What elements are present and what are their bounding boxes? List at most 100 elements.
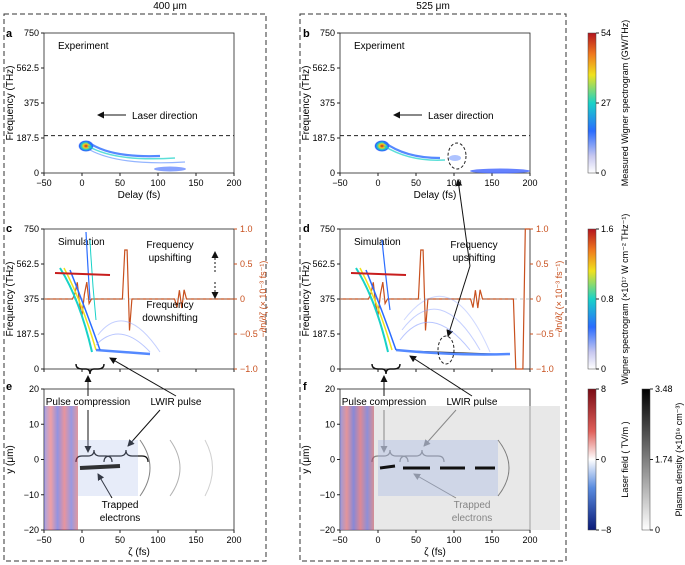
colorbar-tick-label: 8 xyxy=(601,384,606,394)
y-tick-label: 0 xyxy=(330,455,335,465)
y2-tick-label: −0.5 xyxy=(240,329,258,339)
colorbar-tick-label: 27 xyxy=(601,98,611,108)
y-tick-label: 562.5 xyxy=(312,63,335,73)
y-tick-label: −10 xyxy=(24,490,39,500)
y-tick-label: 187.5 xyxy=(312,329,335,339)
panel-inner-label: Experiment xyxy=(58,41,109,52)
y-tick-label: 375 xyxy=(320,294,335,304)
panel-d-highlight-ellipse xyxy=(437,335,455,365)
annotation-pulse-compression: Pulse compression xyxy=(342,397,426,408)
x-tick-label: −50 xyxy=(36,178,51,188)
colorbar-tick-label: 3.48 xyxy=(655,384,673,394)
y-tick-label: 20 xyxy=(29,384,39,394)
x-axis-label: Delay (fs) xyxy=(414,190,457,201)
annotation-lwir-pulse: LWIR pulse xyxy=(447,397,498,408)
y-tick-label: 187.5 xyxy=(312,133,335,143)
y2-tick-label: 1.0 xyxy=(240,224,253,234)
x-tick-label: 100 xyxy=(446,535,461,545)
y-axis-label: Frequency (THz) xyxy=(5,261,16,336)
panel-f-fields xyxy=(340,406,560,530)
x-tick-label: −50 xyxy=(332,178,347,188)
panel-b-highlight-ellipse xyxy=(447,142,467,170)
panel-a-spectrogram xyxy=(78,140,186,172)
x-tick-label: 200 xyxy=(522,178,537,188)
y2-tick-label: −1.0 xyxy=(240,364,258,374)
linking-arrows xyxy=(75,355,473,397)
panel-letter-e: e xyxy=(6,381,12,393)
colorbar-laser: 8 0 −8 Laser field ( TV/m ) xyxy=(587,384,630,535)
y-tick-label: 0 xyxy=(34,168,39,178)
y-tick-label: 375 xyxy=(320,98,335,108)
panel-e-fields xyxy=(44,406,213,530)
panel-d: 0 187.5 375 562.5 750 Frequency (THz) Simulati… xyxy=(301,179,564,374)
annotation-frequency-up-1: Frequency xyxy=(146,240,193,251)
colorbar-plasma: 3.48 1.74 0 Plasma density (×10¹⁹ cm⁻³) xyxy=(641,384,684,535)
panel-b-frame xyxy=(339,32,531,174)
colorbar-tick-label: 0 xyxy=(601,364,606,374)
c-brace xyxy=(75,363,105,375)
x-tick-label: 0 xyxy=(79,178,84,188)
x-tick-label: 0 xyxy=(375,535,380,545)
lwir-arrow xyxy=(127,409,161,447)
y-tick-label: 187.5 xyxy=(16,133,39,143)
colorbar-tick-label: −8 xyxy=(601,525,611,535)
trapped-arrow xyxy=(97,473,113,499)
laser-direction-label: Laser direction xyxy=(132,111,198,122)
y2-tick-label: −1.0 xyxy=(536,364,554,374)
y-tick-label: 562.5 xyxy=(16,63,39,73)
x-tick-label: 50 xyxy=(411,535,421,545)
panel-letter-a: a xyxy=(6,28,13,40)
panel-a-frame xyxy=(43,32,235,174)
y2-tick-label: 0 xyxy=(536,294,541,304)
d-brace xyxy=(371,363,401,375)
annotation-frequency-up-1: Frequency xyxy=(450,240,497,251)
y2-axis-label: −∂n/∂ζ (× 10⁻³ fs⁻¹) xyxy=(554,261,564,338)
colorbar-tick-label: 1.6 xyxy=(601,224,614,234)
y-tick-label: −10 xyxy=(320,490,335,500)
x-tick-label: 200 xyxy=(226,535,241,545)
dashed-box-right xyxy=(299,13,567,562)
y2-tick-label: 1.0 xyxy=(536,224,549,234)
y-tick-label: 0 xyxy=(330,364,335,374)
x-tick-label: 50 xyxy=(411,178,421,188)
y-tick-label: 20 xyxy=(325,384,335,394)
y-tick-label: 562.5 xyxy=(312,259,335,269)
annotation-frequency-down-2: downshifting xyxy=(142,313,198,324)
y-tick-label: 0 xyxy=(34,364,39,374)
x-tick-label: 50 xyxy=(115,535,125,545)
y-tick-label: −20 xyxy=(320,525,335,535)
upshift-arrow-to-b xyxy=(455,179,471,267)
colorbar-measured-bar xyxy=(587,32,597,174)
x-axis-label: Delay (fs) xyxy=(118,190,161,201)
panel-b-spectrogram xyxy=(374,140,530,174)
x-axis-label: ζ (fs) xyxy=(424,547,446,558)
x-tick-label: −50 xyxy=(332,535,347,545)
panel-letter-b: b xyxy=(303,28,310,40)
colorbar-tick-label: 54 xyxy=(601,28,611,38)
y-tick-label: 0 xyxy=(34,455,39,465)
y-axis-label: Frequency (THz) xyxy=(5,65,16,140)
colorbar-tick-label: 0 xyxy=(601,168,606,178)
y-tick-label: 187.5 xyxy=(16,329,39,339)
colorbar-label: Plasma density (×10¹⁹ cm⁻³) xyxy=(674,403,684,517)
y2-tick-label: 0.5 xyxy=(536,259,549,269)
annotation-frequency-down-1: Frequency xyxy=(146,300,193,311)
panel-inner-label: Simulation xyxy=(354,237,401,248)
y-axis-label: Frequency (THz) xyxy=(301,65,312,140)
colorbar-label: Laser field ( TV/m ) xyxy=(620,421,630,497)
annotation-trapped-2: electrons xyxy=(100,513,141,524)
panel-d-spectrogram xyxy=(350,239,511,365)
annotation-pulse-compression: Pulse compression xyxy=(46,397,130,408)
y-tick-label: 750 xyxy=(24,224,39,234)
annotation-trapped-1: Trapped xyxy=(102,500,139,511)
y-tick-label: 375 xyxy=(24,98,39,108)
colorbar-laser-bar xyxy=(587,388,597,531)
link-arrow-lwir-c xyxy=(109,357,177,397)
colorbar-wigner: 1.6 0.8 0 Wigner spectrogram (×10¹⁷ W cm⁻² … xyxy=(587,214,630,384)
y2-tick-label: 0 xyxy=(240,294,245,304)
y-tick-label: −20 xyxy=(24,525,39,535)
x-tick-label: 150 xyxy=(188,535,203,545)
